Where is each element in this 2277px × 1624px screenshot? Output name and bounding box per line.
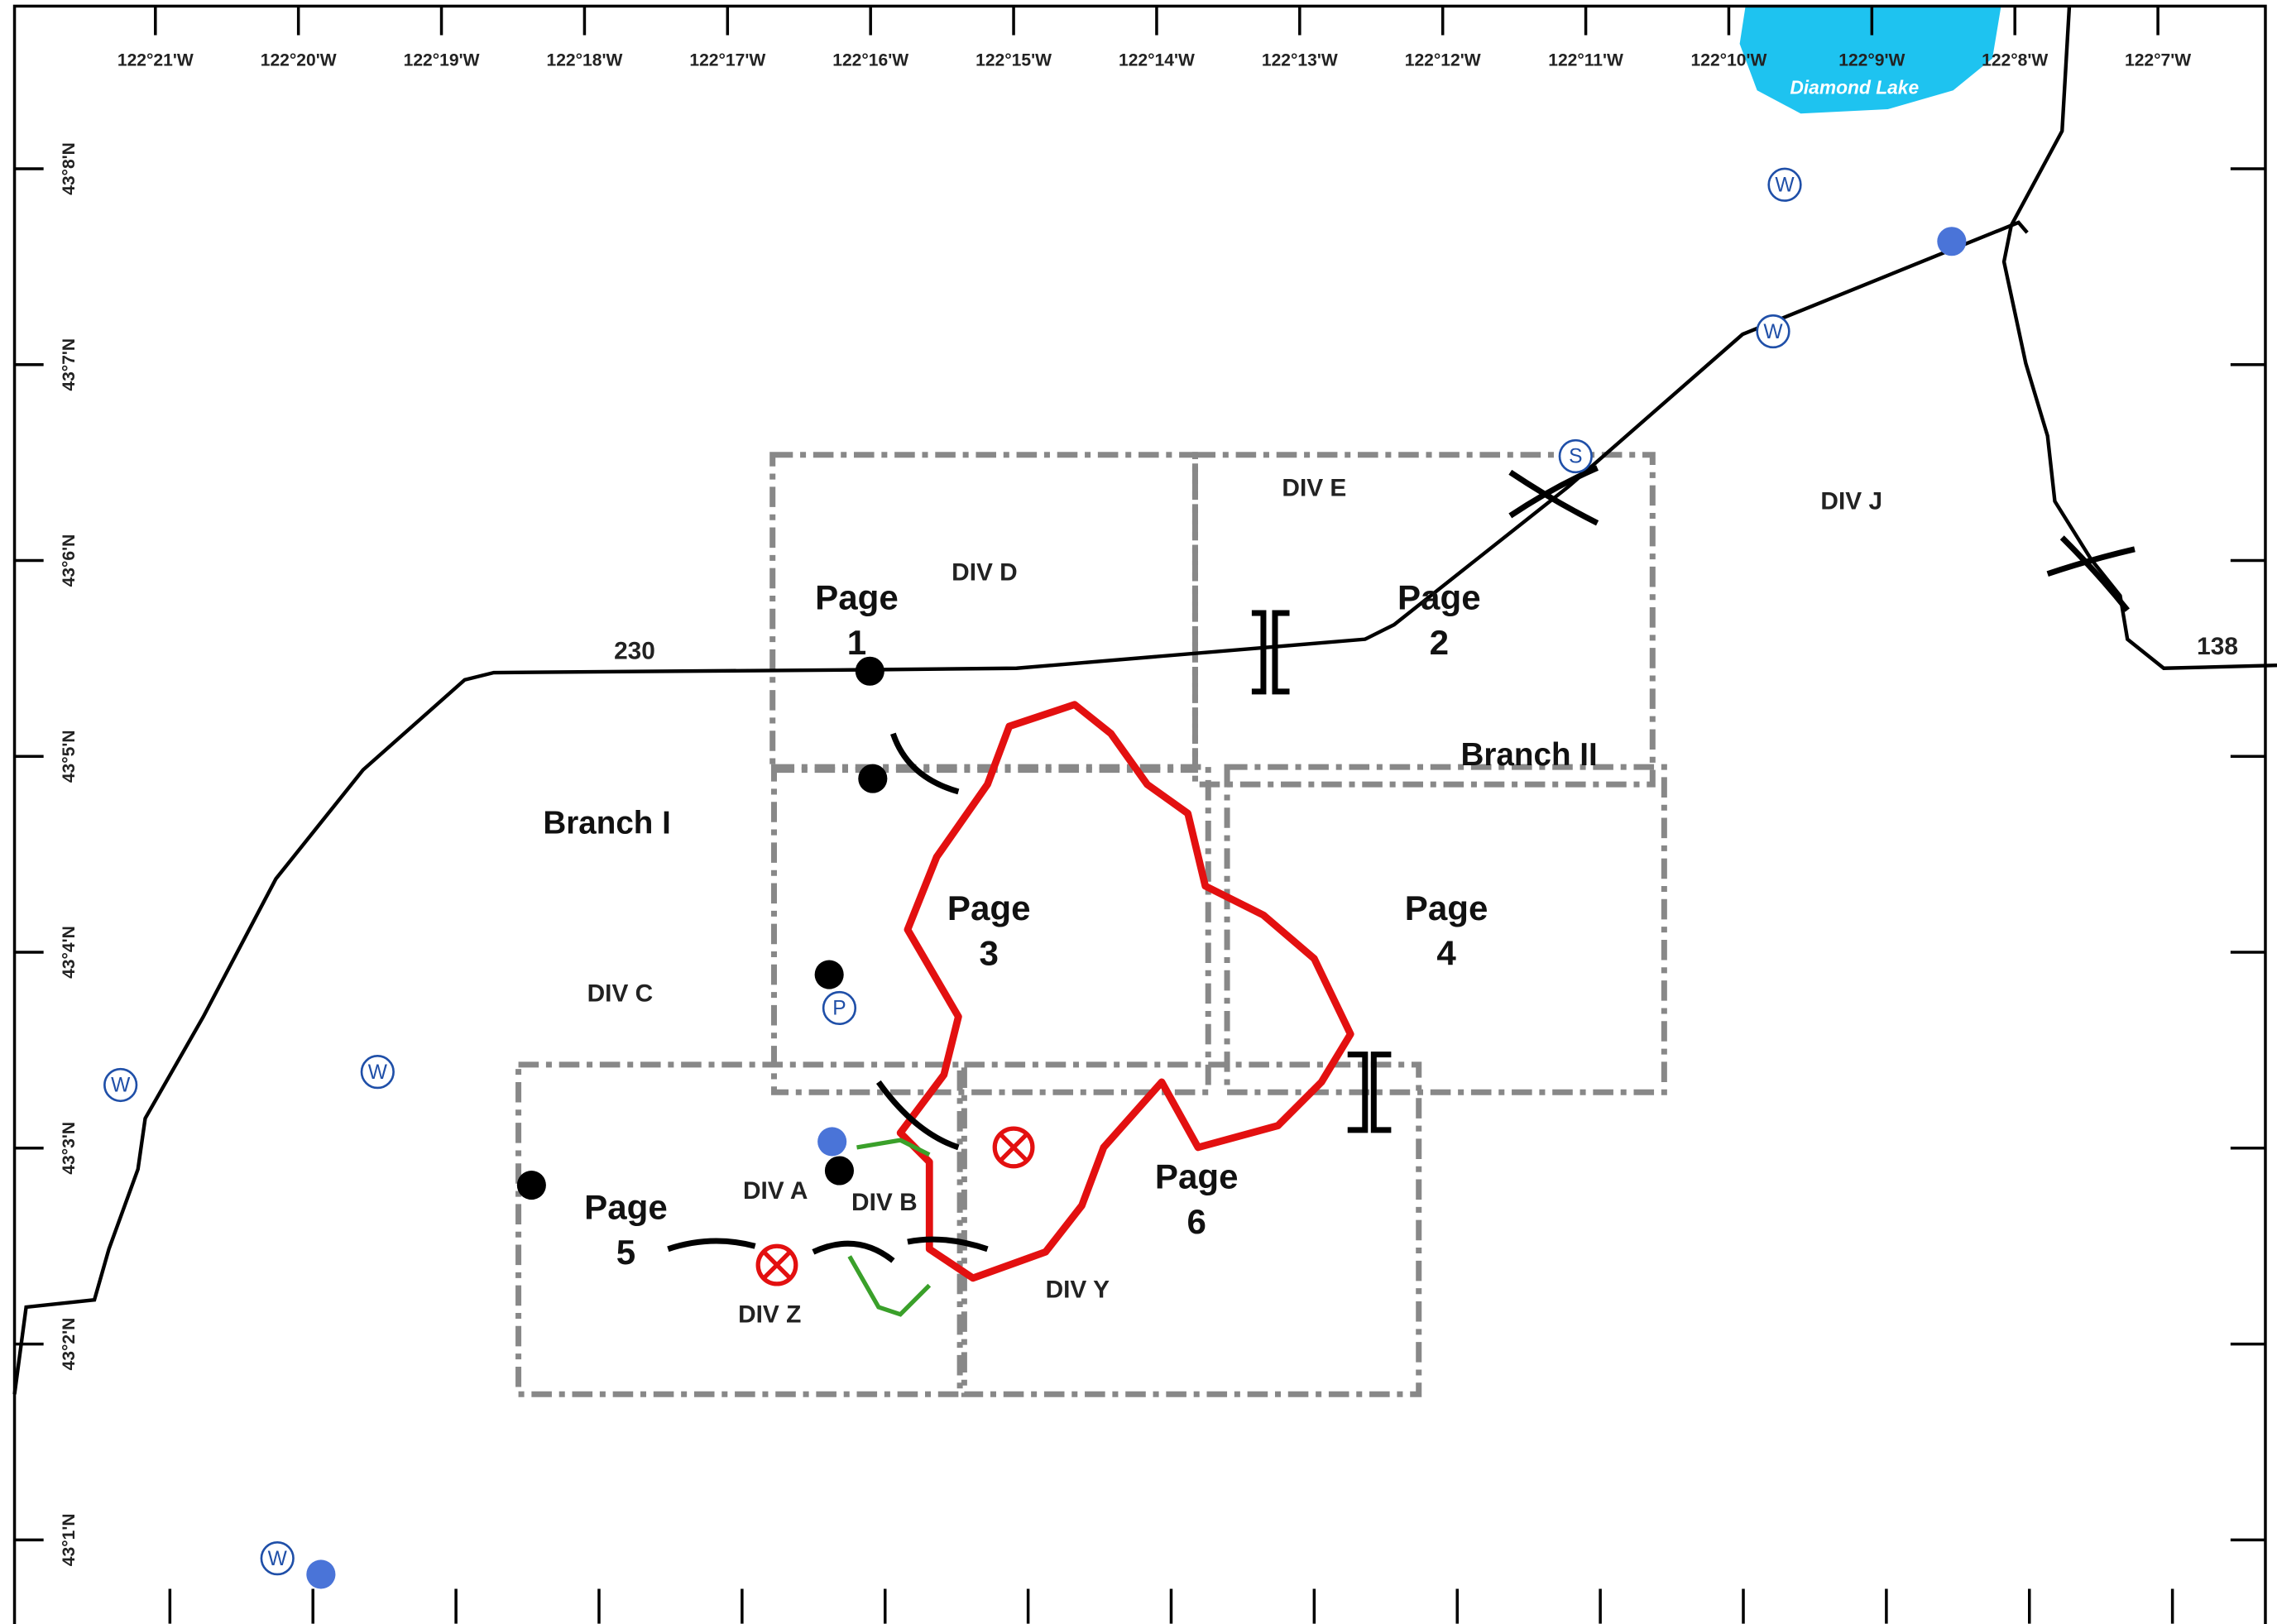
road-label: 138 [2197, 633, 2238, 660]
page-number: 6 [1186, 1202, 1206, 1241]
graticule-ticks [14, 6, 2265, 1624]
symbol-ring [1558, 438, 1593, 474]
symbol-label: S [1569, 446, 1582, 468]
black-point [858, 764, 888, 793]
lon-label: 122°21'W [117, 51, 194, 70]
hazard [755, 1126, 1035, 1286]
lat-label: 43°6'N [60, 534, 79, 587]
page-box [961, 1061, 1422, 1397]
symbol-label: W [1775, 175, 1795, 197]
lon-label: 122°20'W [261, 51, 337, 70]
black-point [814, 960, 844, 989]
division-label: DIV D [952, 559, 1018, 587]
lat-label: 43°2'N [60, 1318, 79, 1371]
blue-point [306, 1559, 336, 1589]
symbol-label: W [111, 1075, 131, 1097]
division-label: DIV J [1820, 488, 1882, 515]
lat-label: 43°3'N [60, 1122, 79, 1175]
lon-label: 122°12'W [1405, 51, 1481, 70]
control-points [667, 465, 2136, 1263]
lake-label: Diamond Lake [1790, 76, 1919, 98]
symbol-label: W [1763, 321, 1783, 343]
symbol-ring [822, 990, 857, 1026]
page-number: 2 [1430, 623, 1449, 662]
fire-perimeter [896, 701, 1354, 1282]
black-point [824, 1156, 854, 1186]
page-label: Page [1397, 577, 1481, 616]
blue-point [1937, 227, 1967, 256]
black-point [855, 656, 884, 686]
page-label: Page [584, 1188, 668, 1227]
black-point [516, 1171, 546, 1200]
labels: 122°21'W 122°20'W 122°19'W 122°18'W 122°17'W… [60, 51, 2238, 1576]
division-label: DIV A [743, 1177, 808, 1205]
page-box [515, 1061, 963, 1397]
lat-label: 43°7'N [60, 338, 79, 391]
lon-label: 122°10'W [1691, 51, 1767, 70]
symbol-label: W [368, 1061, 388, 1084]
page-number: 3 [980, 933, 999, 972]
symbol-ring [260, 1541, 295, 1576]
road [12, 220, 2029, 1395]
lat-label: 43°4'N [60, 926, 79, 979]
lon-label: 122°17'W [689, 51, 765, 70]
symbol-label: P [832, 998, 846, 1020]
green-line [847, 1255, 932, 1317]
page-number: 5 [616, 1233, 635, 1272]
green-line [856, 1138, 931, 1157]
lake [1739, 6, 2001, 114]
map-frame [12, 4, 2267, 1624]
lon-label: 122°9'W [1838, 51, 1905, 70]
points [306, 227, 1967, 1589]
lon-label: 122°15'W [976, 51, 1052, 70]
lat-label: 43°8'N [60, 142, 79, 195]
page-label: Page [947, 889, 1031, 927]
lon-label: 122°14'W [1119, 51, 1195, 70]
blue-point [817, 1127, 847, 1157]
page-label: Page [815, 577, 899, 616]
symbol-ring [1756, 314, 1790, 349]
division-label: DIV B [851, 1189, 918, 1216]
lat-label: 43°1'N [60, 1513, 79, 1566]
page-number: 1 [847, 623, 866, 662]
division-label: DIV E [1282, 475, 1346, 502]
symbol-label: W [268, 1548, 288, 1570]
lat-label: 43°5'N [60, 730, 79, 783]
branch-label: Branch I [543, 805, 670, 841]
page-label: Page [1155, 1157, 1239, 1196]
lon-label: 122°19'W [404, 51, 480, 70]
lon-label: 122°11'W [1548, 51, 1623, 70]
symbol-ring [1767, 167, 1802, 202]
lon-label: 122°8'W [1982, 51, 2048, 70]
page-label: Page [1405, 889, 1488, 927]
division-label: DIV C [587, 980, 654, 1008]
division-label: DIV Z [738, 1301, 801, 1328]
page-number: 4 [1436, 933, 1456, 972]
page-box [1191, 452, 1656, 788]
lon-label: 122°7'W [2125, 51, 2191, 70]
road [2001, 6, 2277, 670]
symbol-ring [360, 1055, 395, 1090]
road-label: 230 [614, 637, 655, 664]
lon-label: 122°16'W [832, 51, 908, 70]
division-label: DIV Y [1046, 1277, 1110, 1304]
symbol-ring [103, 1067, 138, 1103]
lon-label: 122°18'W [547, 51, 623, 70]
lon-label: 122°13'W [1262, 51, 1338, 70]
branch-label: Branch II [1461, 737, 1598, 773]
